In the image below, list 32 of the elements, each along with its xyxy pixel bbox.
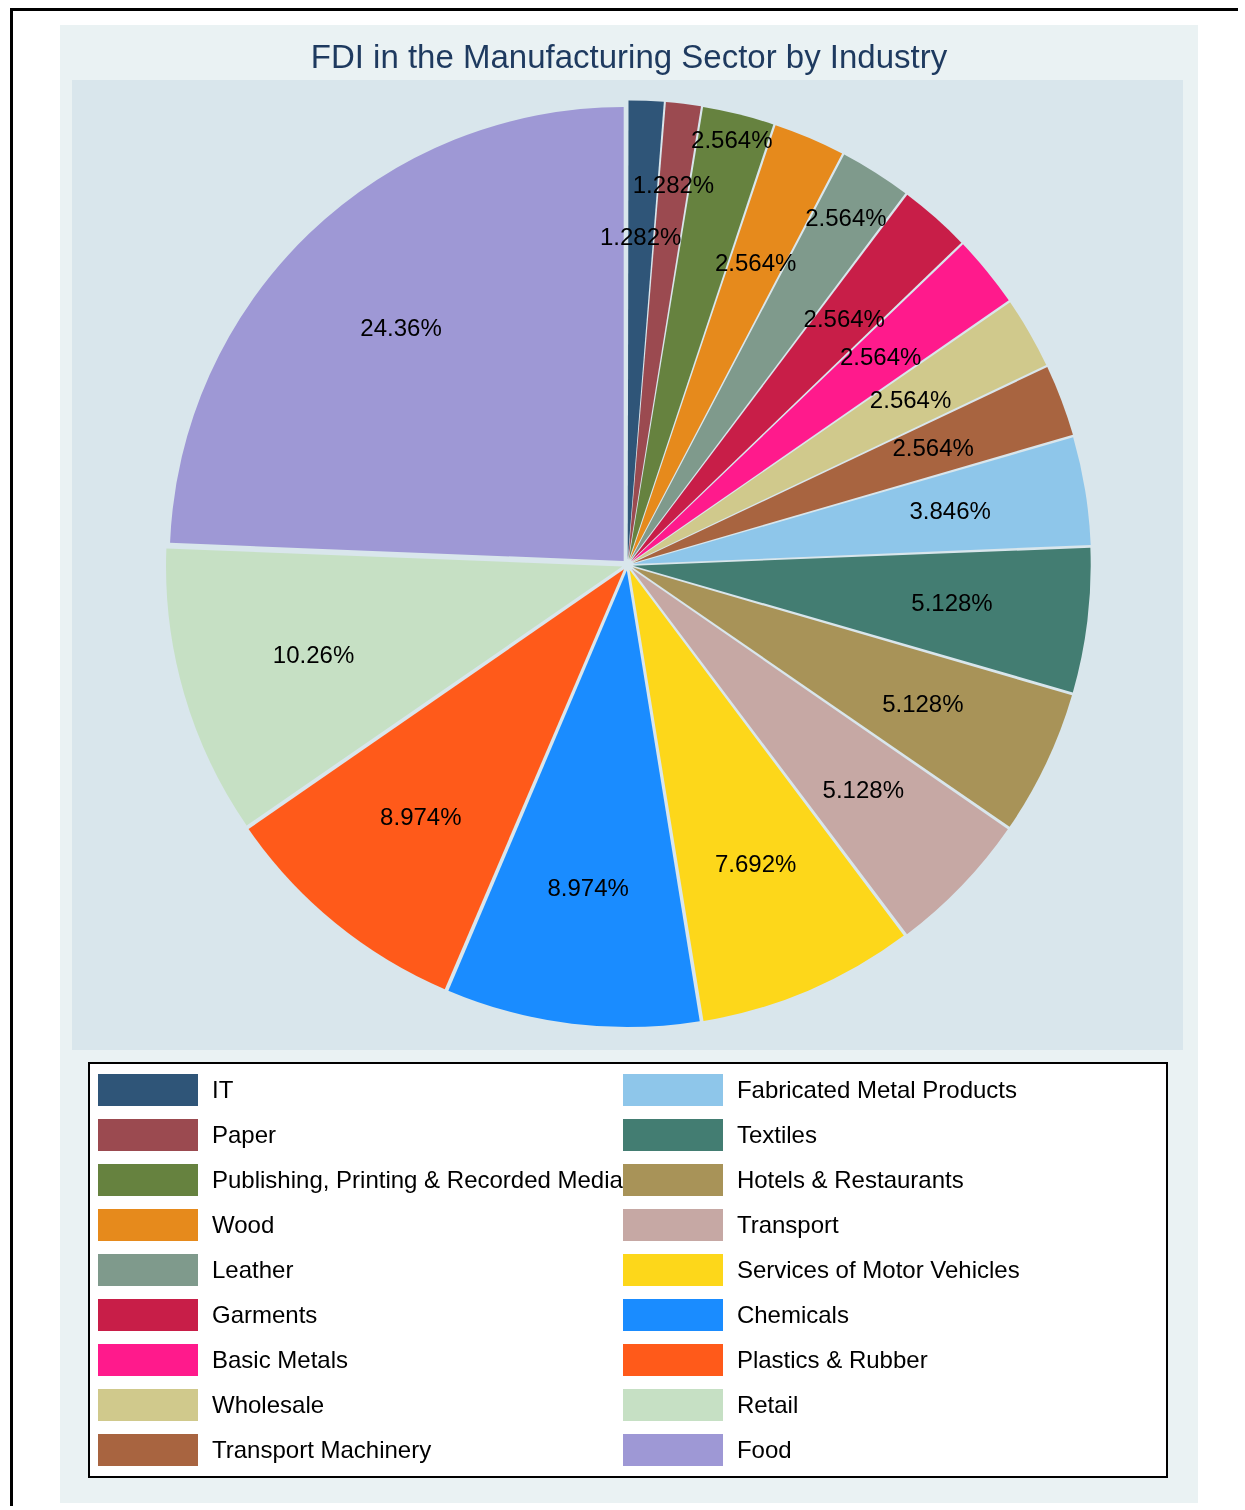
data-label: 3.846% — [909, 497, 991, 525]
legend-label: Wholesale — [212, 1390, 325, 1419]
legend-label: Garments — [212, 1300, 318, 1329]
legend-label: Food — [736, 1435, 792, 1464]
legend-label: Publishing, Printing & Recorded Media — [212, 1166, 623, 1195]
data-label: 5.128% — [882, 689, 964, 717]
legend-label: Services of Motor Vehicles — [736, 1255, 1020, 1284]
legend-label: Paper — [212, 1121, 277, 1150]
legend-label: Hotels & Restaurants — [736, 1166, 964, 1195]
data-label: 2.564% — [839, 342, 922, 370]
legend-label: Transport Machinery — [212, 1435, 432, 1464]
legend-label: IT — [212, 1076, 234, 1105]
legend-label: Basic Metals — [212, 1345, 349, 1374]
data-label: 10.26% — [272, 640, 355, 668]
data-label: 5.128% — [911, 588, 993, 616]
data-label: 24.36% — [360, 313, 442, 341]
data-label: 8.974% — [547, 874, 629, 902]
legend-label: Retail — [736, 1390, 799, 1419]
legend-label: Leather — [212, 1255, 294, 1284]
data-label: 8.974% — [380, 802, 462, 830]
data-label: 5.128% — [822, 776, 904, 804]
data-label: 1.282% — [599, 223, 682, 251]
data-label: 7.692% — [714, 850, 797, 878]
data-label: 2.564% — [869, 386, 952, 414]
legend-label: Wood — [212, 1211, 275, 1240]
legend-label: Textiles — [736, 1121, 817, 1150]
chart-title: FDI in the Manufacturing Sector by Industry — [309, 38, 949, 76]
legend-label: Plastics & Rubber — [736, 1345, 928, 1374]
legend-label: Fabricated Metal Products — [736, 1076, 1018, 1105]
data-label: 2.564% — [892, 433, 974, 461]
legend-label: Transport — [736, 1211, 839, 1240]
legend-label: Chemicals — [736, 1300, 849, 1329]
